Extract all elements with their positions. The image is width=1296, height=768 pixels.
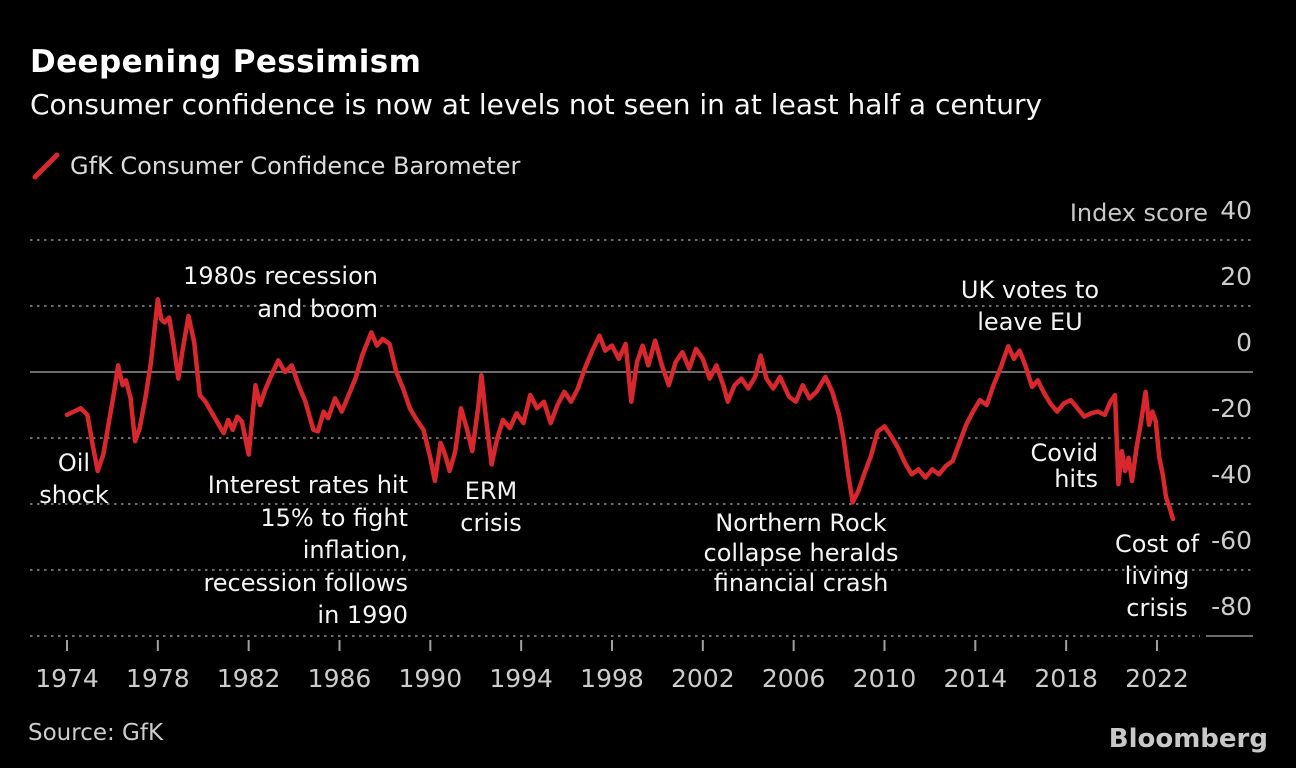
x-axis-label-1982: 1982 bbox=[216, 664, 281, 693]
x-axis-label-1990: 1990 bbox=[398, 664, 463, 693]
x-axis-label-1986: 1986 bbox=[307, 664, 372, 693]
y-axis-title: Index score bbox=[1069, 199, 1208, 227]
page-title: Deepening Pessimism bbox=[30, 44, 422, 80]
x-axis-label-1994: 1994 bbox=[489, 664, 553, 693]
annotation-uk-votes: UK votes to leave EU bbox=[960, 276, 1100, 336]
annotation-eighties-recession: 1980s recession and boom bbox=[183, 262, 378, 323]
x-axis-label-2014: 2014 bbox=[943, 664, 1008, 693]
y-axis-label-0: 0 bbox=[1236, 328, 1252, 357]
y-axis-label--80: -80 bbox=[1211, 592, 1252, 621]
annotation-covid: Covid hits bbox=[1030, 439, 1098, 493]
chart-subtitle: Consumer confidence is now at levels not… bbox=[30, 88, 1043, 121]
source-note: Source: GfK bbox=[28, 720, 164, 746]
legend: GfK Consumer Confidence Barometer bbox=[32, 152, 520, 180]
y-axis-label--40: -40 bbox=[1211, 460, 1252, 489]
y-axis-label-20: 20 bbox=[1220, 262, 1252, 291]
x-axis-label-2022: 2022 bbox=[1125, 664, 1189, 693]
annotation-erm-crisis: ERM crisis bbox=[460, 477, 522, 537]
y-axis-label--20: -20 bbox=[1211, 394, 1252, 423]
legend-line-mark-icon bbox=[32, 152, 60, 180]
x-axis-ticks bbox=[66, 640, 1158, 651]
x-axis-label-2018: 2018 bbox=[1034, 664, 1098, 693]
annotation-interest-rates: Interest rates hit 15% to fight inflatio… bbox=[203, 471, 408, 629]
y-axis-label--60: -60 bbox=[1211, 526, 1252, 555]
legend-label: GfK Consumer Confidence Barometer bbox=[70, 152, 521, 180]
bloomberg-logo: Bloomberg bbox=[1108, 724, 1268, 754]
annotation-northern-rock: Northern Rock collapse heralds financial… bbox=[703, 509, 899, 597]
y-axis-label-40: 40 bbox=[1220, 196, 1252, 225]
x-axis-label-2010: 2010 bbox=[852, 664, 917, 693]
x-axis-label-1998: 1998 bbox=[580, 664, 644, 693]
x-axis-label-2006: 2006 bbox=[761, 664, 826, 693]
x-axis-label-2002: 2002 bbox=[671, 664, 735, 693]
annotation-oil-shock: Oil shock bbox=[39, 449, 109, 509]
annotation-cost-of-living: Cost of living crisis bbox=[1114, 530, 1200, 622]
x-axis-label-1974: 1974 bbox=[35, 664, 99, 693]
x-axis-label-1978: 1978 bbox=[126, 664, 190, 693]
